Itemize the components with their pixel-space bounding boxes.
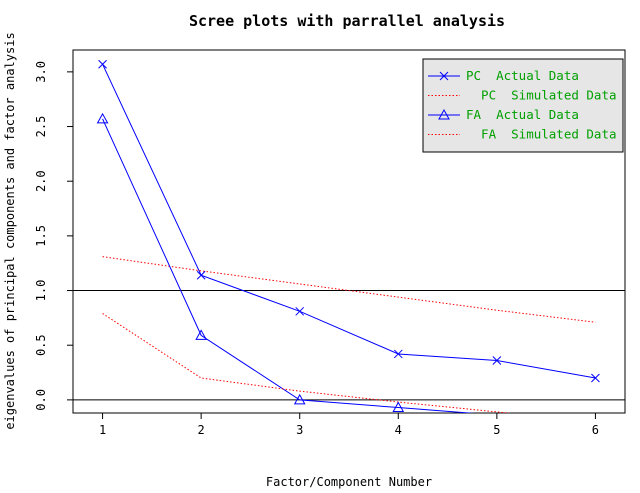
y-tick-label: 2.5 (34, 116, 48, 138)
y-tick-label: 2.0 (34, 170, 48, 192)
x-tick-label: 4 (395, 423, 402, 437)
x-tick-label: 6 (592, 423, 599, 437)
series-point-marker-x (295, 306, 305, 316)
chart-title: Scree plots with parrallel analysis (189, 12, 505, 30)
marker-layer (96, 59, 600, 413)
series-point-marker-x (439, 71, 449, 81)
x-tick-label: 3 (296, 423, 303, 437)
series-point-marker-x (492, 356, 502, 365)
legend-label: FA Actual Data (466, 107, 579, 122)
y-axis-label: eigenvalues of principal components and … (3, 32, 17, 429)
series-point-marker-x (98, 59, 107, 69)
marker-stroke (393, 349, 403, 359)
series-point-marker-x (196, 270, 206, 280)
series-point-marker-triangle (392, 401, 405, 413)
series-point-marker-triangle (195, 329, 207, 340)
legend-label: PC Simulated Data (466, 88, 617, 103)
x-tick-label: 5 (493, 423, 500, 437)
legend: PC Actual Data PC Simulated Data FA Actua… (422, 58, 624, 153)
x-axis: 1 2 3 4 5 6 (99, 413, 599, 437)
series-point-marker-x (591, 373, 600, 383)
x-axis-label: Factor/Component Number (266, 475, 432, 489)
series-point-marker-x (393, 349, 403, 359)
marker-stroke (439, 71, 449, 81)
series-point-marker-triangle (293, 393, 306, 405)
y-tick-label: 1.5 (34, 225, 48, 247)
series-line-3 (102, 118, 476, 413)
x-tick-label: 2 (198, 423, 205, 437)
y-tick-label: 0.5 (34, 334, 48, 356)
y-tick-label: 0.0 (34, 389, 48, 411)
series-line-4 (102, 313, 513, 413)
y-tick-label: 1.0 (34, 280, 48, 302)
legend-label: PC Actual Data (466, 68, 579, 83)
marker-stroke (196, 270, 206, 280)
x-tick-label: 1 (99, 423, 106, 437)
series-layer (102, 64, 596, 413)
reference-lines (73, 290, 625, 401)
series-point-marker-triangle (438, 108, 450, 120)
marker-stroke (591, 373, 600, 383)
marker-stroke (98, 59, 107, 69)
legend-label: FA Simulated Data (466, 127, 617, 142)
marker-stroke (492, 356, 502, 365)
y-tick-label: 3.0 (34, 61, 48, 83)
series-line-1 (102, 64, 596, 379)
series-line-2 (102, 256, 596, 323)
plot-frame (72, 49, 626, 414)
legend-box (422, 58, 624, 153)
marker-stroke (295, 306, 305, 316)
y-axis: 0.0 0.5 1.0 1.5 2.0 2.5 3.0 (34, 61, 73, 411)
series-point-marker-triangle (96, 112, 109, 124)
